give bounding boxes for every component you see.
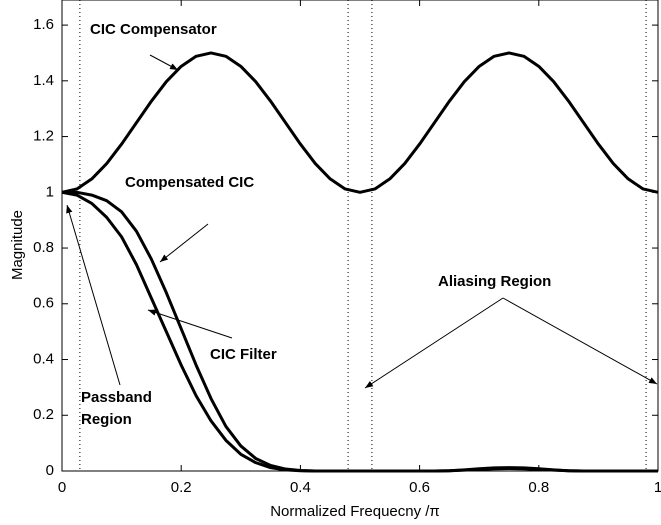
curve bbox=[61, 190, 658, 473]
x-tick-label: 0.6 bbox=[409, 479, 430, 496]
y-tick-label: 0.2 bbox=[33, 406, 54, 423]
x-tick-label: 0.4 bbox=[290, 479, 311, 496]
arrow bbox=[147, 309, 233, 339]
annotation: Compensated CIC bbox=[125, 174, 254, 191]
x-tick-label: 0 bbox=[58, 479, 66, 496]
arrow bbox=[159, 223, 209, 263]
annotation: Aliasing Region bbox=[438, 273, 551, 290]
x-tick-label: 1 bbox=[654, 479, 661, 496]
arrow bbox=[66, 204, 121, 386]
y-tick-label: 0.4 bbox=[33, 350, 54, 367]
x-axis-label: Normalized Frequecny /π bbox=[270, 503, 440, 520]
y-tick-label: 0 bbox=[46, 462, 54, 479]
arrow bbox=[364, 297, 504, 389]
curve bbox=[61, 51, 659, 194]
x-tick-label: 0.8 bbox=[528, 479, 549, 496]
arrow bbox=[502, 297, 658, 385]
arrow bbox=[149, 54, 179, 71]
y-tick-label: 0.6 bbox=[33, 295, 54, 312]
y-tick-label: 0.8 bbox=[33, 239, 54, 256]
curve bbox=[62, 190, 658, 473]
annotation: Region bbox=[81, 411, 132, 428]
y-tick-label: 1.6 bbox=[33, 16, 54, 33]
annotation: Passband bbox=[81, 389, 152, 406]
y-tick-label: 1.2 bbox=[33, 128, 54, 145]
annotation: CIC Compensator bbox=[90, 21, 217, 38]
y-axis-label: Magnitude bbox=[9, 210, 26, 280]
x-tick-label: 0.2 bbox=[171, 479, 192, 496]
annotation: CIC Filter bbox=[210, 346, 277, 363]
y-tick-label: 1 bbox=[46, 183, 54, 200]
y-tick-label: 1.4 bbox=[33, 72, 54, 89]
